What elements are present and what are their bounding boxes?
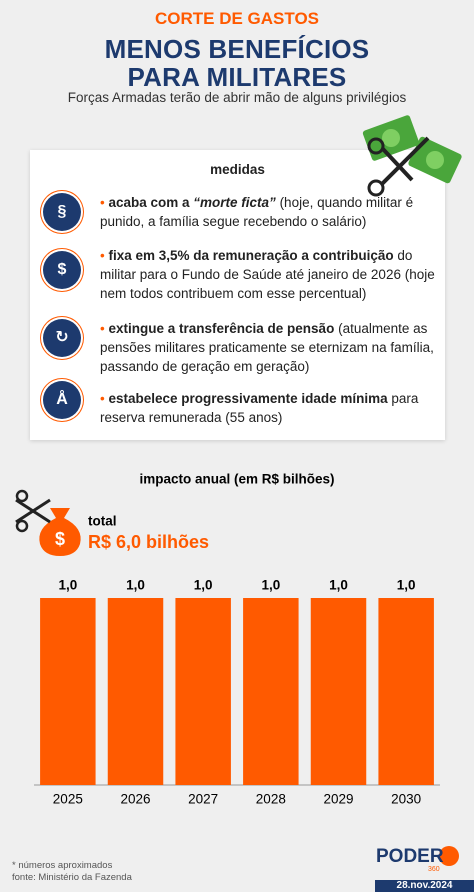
date-band	[375, 880, 474, 892]
brand-sub: 360	[428, 866, 440, 873]
bar	[107, 598, 164, 785]
item-bold: acaba com a	[108, 195, 194, 210]
source: fonte: Ministério da Fazenda	[12, 872, 132, 883]
brand: PODER	[376, 846, 444, 867]
icon: Å	[43, 381, 81, 419]
bar	[310, 598, 367, 785]
total-label: total	[88, 514, 117, 529]
x-tick-label: 2028	[256, 792, 286, 807]
value-label: 1,0	[261, 578, 280, 593]
item-bold: estabelece progressivamente idade mínima	[108, 391, 388, 406]
title-line: PARA MILITARES	[127, 62, 347, 92]
icon: $	[43, 251, 81, 289]
item-text: para reserva remunerada (55 anos)	[100, 391, 419, 425]
value-label: 1,0	[194, 578, 213, 593]
bar	[243, 598, 299, 785]
money-bag: $	[15, 489, 81, 556]
value-label: 1,0	[329, 578, 348, 593]
item-italic: “morte ficta”	[193, 195, 276, 210]
kicker: CORTE DE GASTOS	[154, 9, 320, 28]
total-value: R$ 6,0 bilhões	[88, 532, 209, 552]
measure-item: acaba com a “morte ficta” (hoje, quando …	[100, 193, 440, 231]
measures-title: medidas	[210, 162, 265, 177]
item-text: do militar para o Fundo de Saúde até jan…	[100, 248, 435, 301]
chart-title: impacto anual (em R$ bilhões)	[139, 472, 334, 487]
x-tick-label: 2027	[188, 792, 218, 807]
item-text: (atualmente as pensões militares pratica…	[100, 321, 434, 374]
bar	[175, 598, 231, 785]
measure-item: estabelece progressivamente idade mínima…	[100, 389, 440, 427]
title-line: MENOS BENEFÍCIOS	[104, 34, 370, 64]
money-illustration	[362, 115, 462, 197]
bar	[40, 598, 96, 785]
value-label: 1,0	[397, 578, 416, 593]
x-tick-label: 2025	[53, 792, 83, 807]
date: 28.nov.2024	[396, 880, 453, 891]
svg-text:$: $	[55, 529, 65, 549]
value-label: 1,0	[58, 578, 77, 593]
chart: impacto anual (em R$ bilhões) $ total R$…	[15, 472, 440, 807]
x-tick-label: 2029	[323, 792, 353, 807]
note: * números aproximados	[12, 860, 113, 871]
icon: §	[43, 193, 81, 231]
measure-item: fixa em 3,5% da remuneração a contribuiç…	[100, 246, 440, 303]
icon: ↻	[43, 319, 81, 357]
item-bold: fixa em 3,5% da remuneração a contribuiç…	[108, 248, 394, 263]
subtitle: Forças Armadas terão de abrir mão de alg…	[67, 90, 407, 105]
item-text: (hoje, quando militar é punido, a famíli…	[100, 195, 414, 229]
value-label: 1,0	[126, 578, 145, 593]
logo-dot	[439, 846, 459, 866]
measure-item: extingue a transferência de pensão (atua…	[100, 319, 440, 376]
bar	[378, 598, 434, 785]
x-tick-label: 2026	[120, 792, 150, 807]
x-tick-label: 2030	[391, 792, 421, 807]
item-bold: extingue a transferência de pensão	[108, 321, 335, 336]
